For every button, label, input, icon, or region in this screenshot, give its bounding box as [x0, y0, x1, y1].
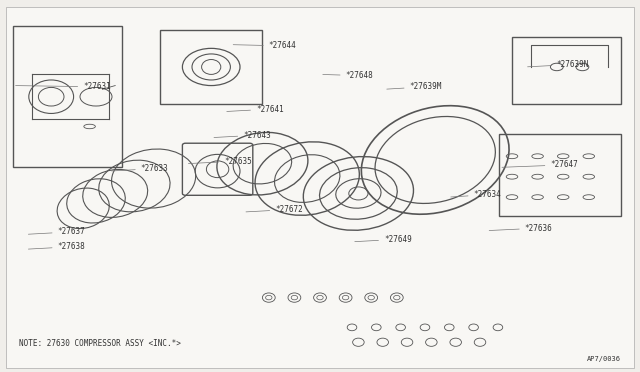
Text: AP7/0036: AP7/0036 — [587, 356, 621, 362]
Text: *27643: *27643 — [214, 131, 271, 140]
Text: *27637: *27637 — [28, 227, 85, 236]
Text: *27639N: *27639N — [527, 60, 589, 69]
Text: *27636: *27636 — [489, 224, 552, 232]
Text: NOTE: 27630 COMPRESSOR ASSY <INC.*>: NOTE: 27630 COMPRESSOR ASSY <INC.*> — [19, 339, 181, 348]
Text: *27631: *27631 — [15, 82, 111, 91]
Text: *27672: *27672 — [246, 205, 303, 214]
Text: *27635: *27635 — [188, 157, 252, 166]
Text: *27634: *27634 — [451, 190, 501, 199]
Text: *27641: *27641 — [227, 105, 284, 113]
Bar — [160, 30, 262, 104]
Text: *27644: *27644 — [233, 41, 296, 50]
Bar — [13, 26, 122, 167]
Text: *27647: *27647 — [502, 160, 578, 169]
Text: *27638: *27638 — [28, 242, 85, 251]
Text: *27633: *27633 — [111, 164, 168, 173]
Text: *27648: *27648 — [323, 71, 373, 80]
Bar — [499, 134, 621, 216]
Bar — [512, 37, 621, 104]
Text: *27649: *27649 — [355, 235, 412, 244]
Text: *27639M: *27639M — [387, 82, 442, 91]
